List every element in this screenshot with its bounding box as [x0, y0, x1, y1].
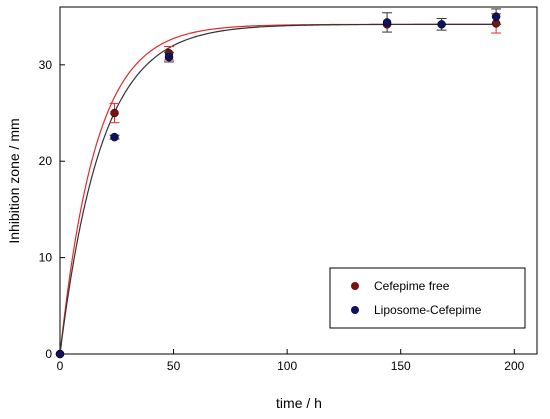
- fit-curve-series-1: [59, 23, 497, 355]
- data-point-series-1: [110, 132, 119, 142]
- y-axis-title: Inhibition zone / mm: [6, 118, 22, 243]
- plot-frame: [59, 6, 538, 355]
- x-tick-label: 150: [391, 359, 411, 373]
- data-point-series-1: [164, 52, 174, 62]
- data-point-series-1: [382, 18, 392, 27]
- data-point-series-0: [110, 108, 119, 118]
- x-tick-label: 100: [277, 359, 297, 373]
- x-axis-title: time / h: [276, 395, 322, 411]
- x-tick-label: 50: [167, 359, 181, 373]
- legend-marker-cefepime-free: [351, 282, 359, 290]
- legend: Cefepime free Liposome-Cefepime: [329, 267, 526, 329]
- y-tick-label: 30: [39, 58, 53, 72]
- data-points: [55, 8, 502, 359]
- y-tick-label: 0: [45, 347, 52, 361]
- legend-label-cefepime-free: Cefepime free: [374, 279, 450, 293]
- legend-label-liposome-cefepime: Liposome-Cefepime: [374, 303, 482, 317]
- legend-box: [329, 267, 526, 329]
- axis-ticks: 0 50 100 150 200 0 10 20 30: [39, 58, 525, 373]
- y-tick-label: 10: [39, 251, 53, 265]
- x-tick-label: 0: [57, 359, 64, 373]
- y-tick-label: 20: [39, 154, 53, 168]
- data-point-series-1: [491, 12, 501, 21]
- x-tick-label: 200: [504, 359, 524, 373]
- data-point-series-1: [437, 20, 446, 29]
- legend-marker-liposome-cefepime: [351, 306, 359, 314]
- fit-curves: [59, 23, 497, 355]
- data-point-series-1: [55, 349, 65, 359]
